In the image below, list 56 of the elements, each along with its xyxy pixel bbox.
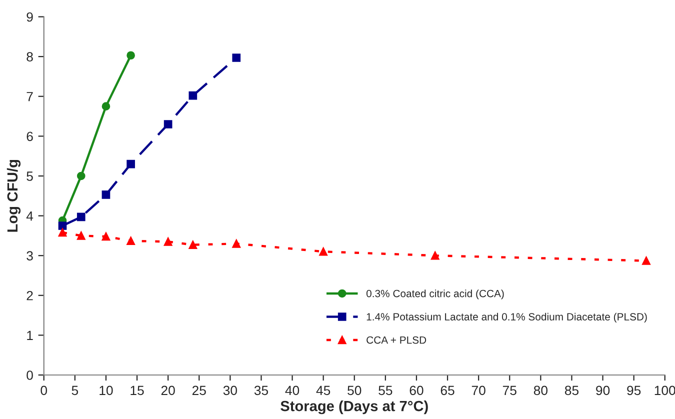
- x-tick-label: 5: [72, 386, 78, 396]
- point: [232, 239, 241, 248]
- x-tick-label: 25: [192, 386, 206, 396]
- x-tick-label: 35: [254, 386, 268, 396]
- legend-label: 1.4% Potassium Lactate and 0.1% Sodium Diacetate (PLSD): [366, 312, 647, 323]
- point: [232, 54, 241, 62]
- x-tick-label: 75: [502, 386, 516, 396]
- x-tick-label: 100: [654, 386, 675, 396]
- point: [102, 102, 110, 110]
- y-tick-label: 1: [27, 330, 33, 340]
- x-tick-label: 70: [472, 386, 486, 396]
- point: [102, 190, 110, 199]
- y-axis-title: Log CFU/g: [6, 160, 21, 232]
- x-tick-label: 30: [223, 386, 237, 396]
- point: [642, 256, 650, 265]
- x-tick-label: 85: [564, 386, 579, 396]
- point: [126, 160, 135, 168]
- x-tick-label: 50: [348, 386, 362, 396]
- point: [164, 120, 172, 128]
- point: [126, 51, 135, 60]
- y-tick-label: 2: [26, 290, 33, 300]
- x-tick-label: 10: [100, 386, 113, 396]
- point: [76, 172, 86, 180]
- x-tick-label: 65: [440, 386, 454, 396]
- point: [164, 237, 172, 246]
- legend-label: CCA + PLSD: [366, 336, 426, 344]
- point: [188, 240, 198, 250]
- x-tick-label: 90: [596, 386, 610, 396]
- x-tick-label: 80: [534, 386, 548, 396]
- y-tick-label: 4: [26, 211, 34, 221]
- point: [58, 222, 67, 230]
- x-tick-label: 15: [130, 386, 144, 396]
- point: [188, 91, 198, 100]
- point: [58, 228, 67, 237]
- point: [319, 247, 328, 256]
- point: [126, 236, 135, 246]
- legend-label: 0.3% Coated citric acid (CCA): [366, 290, 504, 300]
- y-tick-label: 5: [26, 172, 33, 181]
- point: [76, 232, 86, 240]
- point: [430, 251, 440, 260]
- y-tick-label: 9: [26, 12, 33, 22]
- x-tick-label: 40: [285, 386, 300, 396]
- y-tick-label: 0: [26, 370, 33, 380]
- y-tick-label: 3: [26, 251, 33, 260]
- point: [76, 212, 86, 222]
- y-tick-label: 6: [26, 132, 33, 142]
- x-tick-label: 55: [378, 386, 392, 396]
- point: [102, 232, 110, 241]
- x-tick-label: 95: [627, 386, 641, 396]
- x-tick-label: 20: [161, 386, 175, 396]
- x-tick-label: 45: [316, 386, 330, 396]
- y-tick-label: 7: [26, 92, 33, 102]
- x-axis-title: Storage (Days at 7°C): [280, 400, 428, 414]
- y-tick-label: 8: [26, 52, 33, 62]
- x-tick-label: 60: [410, 386, 424, 396]
- x-tick-label: 0: [40, 386, 48, 396]
